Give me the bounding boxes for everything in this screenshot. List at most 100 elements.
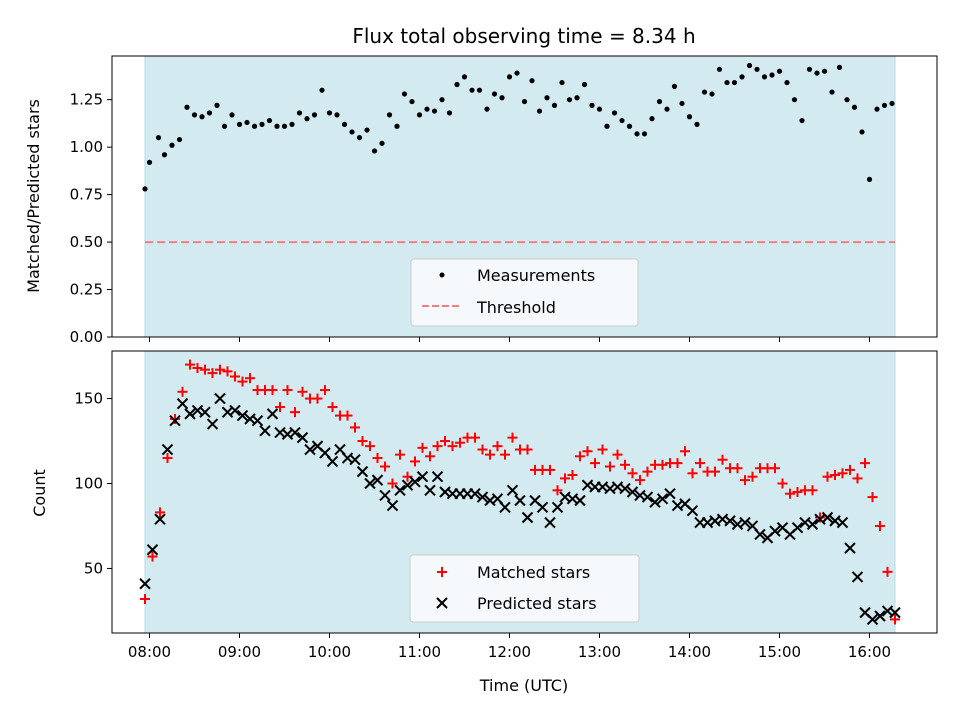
- top-y-tick-label-4: 1.00: [70, 138, 103, 156]
- predicted-star-point: [169, 414, 181, 427]
- matched-star-point: [507, 432, 518, 443]
- measurement-point: [142, 186, 148, 192]
- matched-star-point: [147, 551, 158, 562]
- measurement-point: [634, 131, 640, 137]
- measurement-point: [379, 140, 385, 146]
- measurement-point: [236, 121, 243, 127]
- matched-star-point: [395, 449, 405, 460]
- measurement-point: [784, 79, 790, 86]
- predicted-star-point: [409, 476, 421, 488]
- measurement-point: [416, 112, 423, 118]
- top-y-tick-label-5: 1.25: [70, 91, 103, 109]
- predicted-star-point: [641, 491, 654, 503]
- x-tick-label-1: 09:00: [218, 643, 261, 661]
- measurement-point: [431, 108, 438, 114]
- measurement-point: [709, 91, 715, 97]
- matched-star-point: [717, 454, 728, 465]
- top-legend-box: [410, 258, 639, 327]
- measurement-point: [461, 74, 468, 80]
- predicted-star-point: [326, 455, 339, 468]
- measurement-point: [746, 62, 753, 69]
- legend-measurements-label: Measurements: [477, 266, 595, 285]
- measurement-point: [536, 108, 543, 114]
- matched-star-point: [237, 376, 248, 387]
- predicted-star-point: [364, 477, 376, 490]
- measurement-point: [274, 123, 280, 129]
- matched-star-point: [672, 458, 683, 469]
- x-tick-label-5: 13:00: [578, 643, 621, 661]
- measurement-point: [304, 116, 310, 122]
- measurement-point: [829, 89, 835, 95]
- measurement-point: [469, 87, 475, 93]
- bot-y-tick-label-1: 100: [74, 475, 103, 493]
- predicted-star-point: [536, 501, 549, 513]
- matched-star-point: [290, 407, 300, 418]
- measurement-point: [559, 79, 565, 86]
- predicted-star-point: [206, 418, 219, 430]
- measurement-point: [776, 68, 783, 74]
- matched-star-point: [155, 507, 165, 518]
- measurement-point: [604, 123, 610, 129]
- top-y-tick-label-3: 0.75: [70, 186, 103, 204]
- measurement-point: [686, 114, 693, 120]
- x-axis-label: Time (UTC): [479, 676, 568, 695]
- measurement-point: [334, 112, 340, 118]
- measurement-point: [881, 102, 888, 108]
- measurement-point: [724, 79, 730, 86]
- matched-star-point: [417, 442, 428, 453]
- predicted-star-point: [266, 408, 279, 420]
- measurement-point: [754, 66, 760, 72]
- matched-star-point: [582, 446, 593, 457]
- measurement-point: [349, 129, 355, 135]
- measurement-point: [731, 79, 738, 86]
- predicted-star-point: [544, 516, 556, 529]
- predicted-star-point: [184, 408, 196, 420]
- matched-star-point: [657, 459, 668, 470]
- measurement-point: [176, 136, 183, 143]
- measurement-point: [229, 112, 235, 118]
- predicted-star-point: [476, 491, 489, 503]
- measurement-point: [476, 87, 483, 93]
- bottom-legend: Matched stars Predicted stars: [409, 554, 640, 623]
- matched-star-point: [860, 458, 870, 469]
- measurement-point: [454, 81, 460, 88]
- measurement-point: [146, 159, 153, 165]
- legend-predicted-label: Predicted stars: [477, 594, 597, 613]
- predicted-star-point: [656, 493, 669, 505]
- matched-stars-points: [140, 359, 900, 625]
- measurement-point: [319, 87, 325, 93]
- matched-star-point: [312, 393, 323, 404]
- predicted-star-point: [619, 482, 631, 495]
- predicted-star-point: [866, 613, 879, 626]
- matched-star-point: [162, 453, 173, 464]
- predicted-star-point: [649, 496, 661, 508]
- matched-star-point: [140, 594, 150, 605]
- measurement-point: [251, 123, 258, 129]
- measurement-point: [859, 129, 865, 135]
- measurement-point: [806, 66, 813, 72]
- measurement-point: [155, 135, 162, 141]
- predicted-star-point: [139, 578, 151, 590]
- matched-star-point: [410, 456, 420, 467]
- legend-threshold-label: Threshold: [476, 298, 556, 317]
- matched-star-point: [627, 468, 638, 479]
- matched-star-point: [785, 488, 795, 499]
- matched-star-point: [477, 444, 488, 455]
- matched-star-point: [447, 441, 458, 452]
- bot-y-tick-label-0: 50: [84, 559, 103, 577]
- matched-star-point: [222, 366, 233, 377]
- predicted-star-point: [386, 499, 399, 512]
- matched-star-point: [440, 436, 450, 447]
- x-tick-label-6: 14:00: [668, 643, 711, 661]
- predicted-star-point: [521, 511, 534, 524]
- matched-star-point: [455, 437, 465, 448]
- measurement-point: [499, 95, 505, 101]
- measurement-point: [551, 102, 558, 108]
- measurement-point: [851, 104, 858, 110]
- measurement-point: [836, 64, 843, 70]
- measurement-point: [611, 110, 618, 116]
- measurement-point: [491, 91, 498, 97]
- predicted-star-point: [424, 484, 436, 497]
- measurement-point: [814, 70, 820, 76]
